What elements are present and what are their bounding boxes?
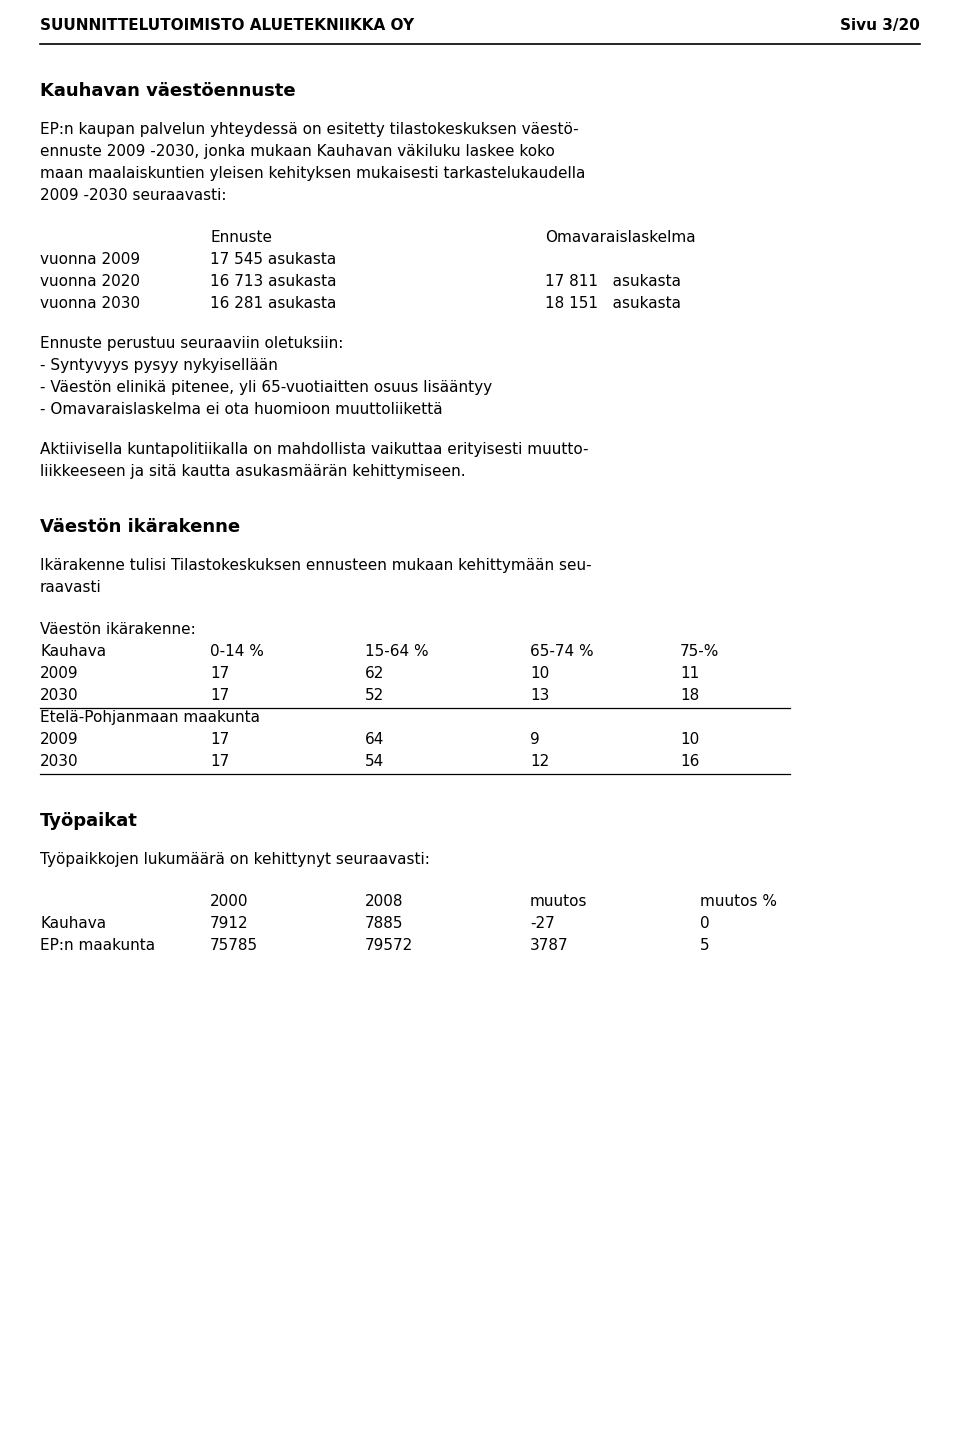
Text: 15-64 %: 15-64 % [365, 644, 428, 659]
Text: Väestön ikärakenne: Väestön ikärakenne [40, 518, 240, 536]
Text: 0-14 %: 0-14 % [210, 644, 264, 659]
Text: muutos: muutos [530, 894, 588, 909]
Text: Kauhavan väestöennuste: Kauhavan väestöennuste [40, 82, 296, 101]
Text: 18 151   asukasta: 18 151 asukasta [545, 296, 681, 311]
Text: 12: 12 [530, 754, 549, 769]
Text: 2009: 2009 [40, 732, 79, 746]
Text: - Omavaraislaskelma ei ota huomioon muuttoliikettä: - Omavaraislaskelma ei ota huomioon muut… [40, 403, 443, 417]
Text: liikkeeseen ja sitä kautta asukasmäärän kehittymiseen.: liikkeeseen ja sitä kautta asukasmäärän … [40, 464, 466, 479]
Text: Omavaraislaskelma: Omavaraislaskelma [545, 230, 696, 244]
Text: 17 811   asukasta: 17 811 asukasta [545, 275, 681, 289]
Text: SUUNNITTELUTOIMISTO ALUETEKNIIKKA OY: SUUNNITTELUTOIMISTO ALUETEKNIIKKA OY [40, 19, 414, 33]
Text: 7912: 7912 [210, 916, 249, 930]
Text: EP:n maakunta: EP:n maakunta [40, 938, 156, 953]
Text: 17 545 asukasta: 17 545 asukasta [210, 252, 336, 267]
Text: Aktiivisella kuntapolitiikalla on mahdollista vaikuttaa erityisesti muutto-: Aktiivisella kuntapolitiikalla on mahdol… [40, 441, 588, 457]
Text: 17: 17 [210, 754, 229, 769]
Text: raavasti: raavasti [40, 580, 102, 595]
Text: 52: 52 [365, 687, 384, 703]
Text: EP:n kaupan palvelun yhteydessä on esitetty tilastokeskuksen väestö-: EP:n kaupan palvelun yhteydessä on esite… [40, 122, 579, 137]
Text: 54: 54 [365, 754, 384, 769]
Text: 7885: 7885 [365, 916, 403, 930]
Text: Työpaikat: Työpaikat [40, 812, 138, 830]
Text: 16 281 asukasta: 16 281 asukasta [210, 296, 336, 311]
Text: vuonna 2020: vuonna 2020 [40, 275, 140, 289]
Text: 17: 17 [210, 732, 229, 746]
Text: 0: 0 [700, 916, 709, 930]
Text: Etelä-Pohjanmaan maakunta: Etelä-Pohjanmaan maakunta [40, 710, 260, 725]
Text: 64: 64 [365, 732, 384, 746]
Text: 79572: 79572 [365, 938, 413, 953]
Text: 62: 62 [365, 666, 384, 682]
Text: Ennuste perustuu seuraaviin oletuksiin:: Ennuste perustuu seuraaviin oletuksiin: [40, 336, 344, 351]
Text: - Väestön elinikä pitenee, yli 65-vuotiaitten osuus lisääntyy: - Väestön elinikä pitenee, yli 65-vuotia… [40, 380, 492, 395]
Text: 16: 16 [680, 754, 700, 769]
Text: Sivu 3/20: Sivu 3/20 [840, 19, 920, 33]
Text: 11: 11 [680, 666, 699, 682]
Text: Väestön ikärakenne:: Väestön ikärakenne: [40, 623, 196, 637]
Text: vuonna 2030: vuonna 2030 [40, 296, 140, 311]
Text: vuonna 2009: vuonna 2009 [40, 252, 140, 267]
Text: 16 713 asukasta: 16 713 asukasta [210, 275, 337, 289]
Text: 2030: 2030 [40, 687, 79, 703]
Text: 2000: 2000 [210, 894, 249, 909]
Text: 65-74 %: 65-74 % [530, 644, 593, 659]
Text: Kauhava: Kauhava [40, 916, 107, 930]
Text: 5: 5 [700, 938, 709, 953]
Text: -27: -27 [530, 916, 555, 930]
Text: maan maalaiskuntien yleisen kehityksen mukaisesti tarkastelukaudella: maan maalaiskuntien yleisen kehityksen m… [40, 165, 586, 181]
Text: Ikärakenne tulisi Tilastokeskuksen ennusteen mukaan kehittymään seu-: Ikärakenne tulisi Tilastokeskuksen ennus… [40, 558, 591, 572]
Text: 17: 17 [210, 687, 229, 703]
Text: 2009: 2009 [40, 666, 79, 682]
Text: Kauhava: Kauhava [40, 644, 107, 659]
Text: muutos %: muutos % [700, 894, 777, 909]
Text: 9: 9 [530, 732, 540, 746]
Text: 3787: 3787 [530, 938, 568, 953]
Text: Ennuste: Ennuste [210, 230, 272, 244]
Text: 2030: 2030 [40, 754, 79, 769]
Text: 2008: 2008 [365, 894, 403, 909]
Text: 2009 -2030 seuraavasti:: 2009 -2030 seuraavasti: [40, 188, 227, 203]
Text: Työpaikkojen lukumäärä on kehittynyt seuraavasti:: Työpaikkojen lukumäärä on kehittynyt seu… [40, 851, 430, 867]
Text: 10: 10 [530, 666, 549, 682]
Text: 10: 10 [680, 732, 699, 746]
Text: - Syntyvyys pysyy nykyisellään: - Syntyvyys pysyy nykyisellään [40, 358, 277, 372]
Text: 75-%: 75-% [680, 644, 719, 659]
Text: 18: 18 [680, 687, 699, 703]
Text: ennuste 2009 -2030, jonka mukaan Kauhavan väkiluku laskee koko: ennuste 2009 -2030, jonka mukaan Kauhava… [40, 144, 555, 160]
Text: 75785: 75785 [210, 938, 258, 953]
Text: 17: 17 [210, 666, 229, 682]
Text: 13: 13 [530, 687, 549, 703]
